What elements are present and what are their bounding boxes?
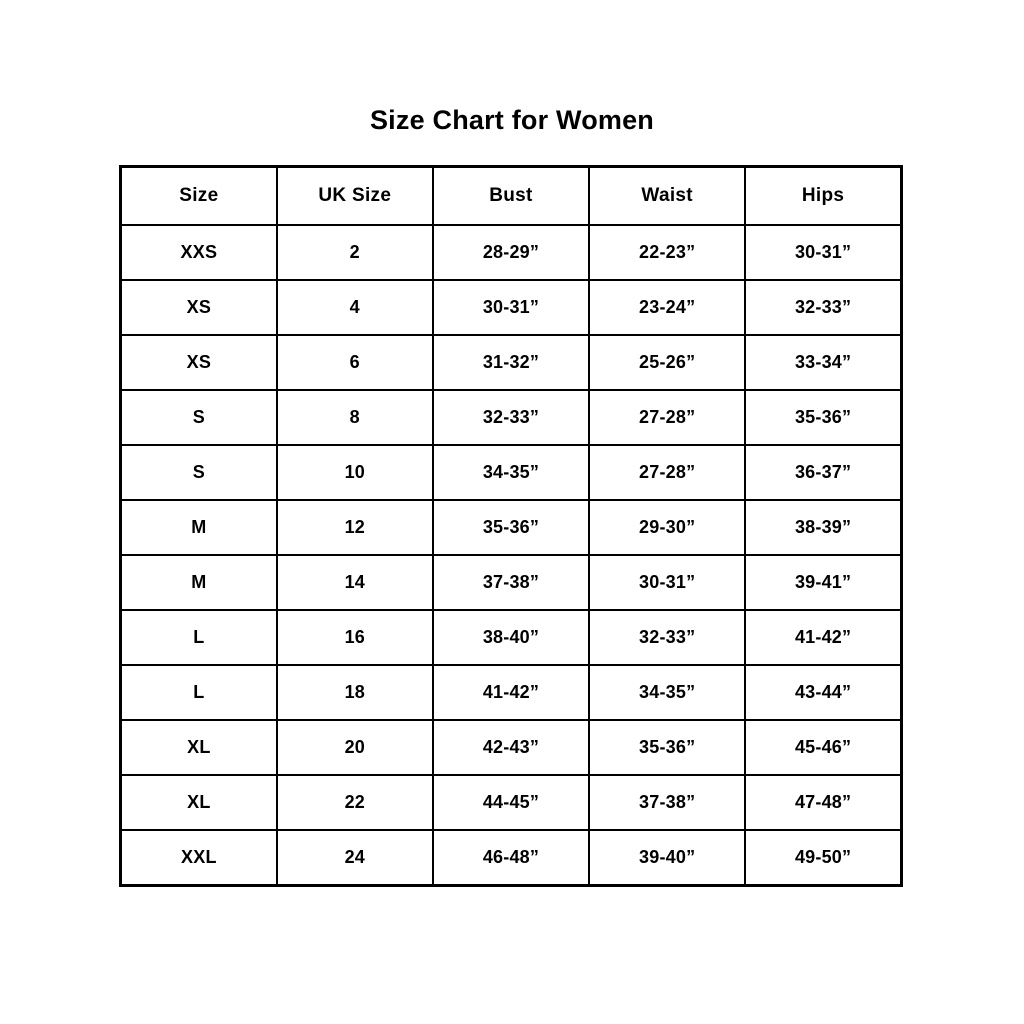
- cell-uk: 6: [275, 334, 434, 391]
- cell-size: M: [119, 554, 278, 611]
- cell-size: XS: [119, 334, 278, 391]
- table-row: XS 4 30-31” 23-24” 32-33”: [119, 279, 903, 336]
- size-chart-table: Size UK Size Bust Waist Hips XXS 2 28-29…: [119, 165, 903, 887]
- cell-size: XL: [119, 774, 278, 831]
- cell-bust: 28-29”: [431, 224, 591, 281]
- cell-hips: 45-46”: [744, 719, 903, 776]
- table-row: S 10 34-35” 27-28” 36-37”: [119, 444, 903, 501]
- column-header-uk-size: UK Size: [275, 165, 434, 226]
- column-header-waist: Waist: [588, 165, 747, 226]
- cell-size: M: [119, 499, 278, 556]
- cell-hips: 36-37”: [744, 444, 903, 501]
- table-row: M 12 35-36” 29-30” 38-39”: [119, 499, 903, 556]
- table-header: Size UK Size Bust Waist Hips: [119, 165, 903, 226]
- cell-waist: 29-30”: [588, 499, 747, 556]
- cell-size: XXS: [119, 224, 278, 281]
- cell-size: XXL: [119, 829, 278, 887]
- table-row: L 16 38-40” 32-33” 41-42”: [119, 609, 903, 666]
- table-row: XL 22 44-45” 37-38” 47-48”: [119, 774, 903, 831]
- cell-bust: 30-31”: [431, 279, 591, 336]
- table-row: S 8 32-33” 27-28” 35-36”: [119, 389, 903, 446]
- cell-uk: 2: [275, 224, 434, 281]
- cell-uk: 18: [275, 664, 434, 721]
- column-header-hips: Hips: [744, 165, 903, 226]
- table-header-row: Size UK Size Bust Waist Hips: [119, 165, 903, 226]
- size-chart-table-container: Size UK Size Bust Waist Hips XXS 2 28-29…: [119, 165, 903, 887]
- cell-hips: 49-50”: [744, 829, 903, 887]
- page-title: Size Chart for Women: [369, 105, 655, 135]
- cell-hips: 30-31”: [744, 224, 903, 281]
- cell-waist: 35-36”: [588, 719, 747, 776]
- cell-bust: 35-36”: [431, 499, 591, 556]
- cell-bust: 42-43”: [431, 719, 591, 776]
- cell-hips: 33-34”: [744, 334, 903, 391]
- cell-size: S: [119, 389, 278, 446]
- table-row: XXL 24 46-48” 39-40” 49-50”: [119, 829, 903, 887]
- cell-waist: 37-38”: [588, 774, 747, 831]
- cell-waist: 27-28”: [588, 389, 747, 446]
- cell-waist: 23-24”: [588, 279, 747, 336]
- cell-bust: 37-38”: [431, 554, 591, 611]
- cell-bust: 41-42”: [431, 664, 591, 721]
- column-header-size: Size: [119, 165, 278, 226]
- table-row: XL 20 42-43” 35-36” 45-46”: [119, 719, 903, 776]
- cell-bust: 31-32”: [431, 334, 591, 391]
- cell-bust: 38-40”: [431, 609, 591, 666]
- cell-size: S: [119, 444, 278, 501]
- cell-bust: 44-45”: [431, 774, 591, 831]
- cell-hips: 39-41”: [744, 554, 903, 611]
- table-row: M 14 37-38” 30-31” 39-41”: [119, 554, 903, 611]
- cell-waist: 32-33”: [588, 609, 747, 666]
- cell-bust: 46-48”: [431, 829, 591, 887]
- cell-size: XS: [119, 279, 278, 336]
- table-row: XXS 2 28-29” 22-23” 30-31”: [119, 224, 903, 281]
- cell-hips: 43-44”: [744, 664, 903, 721]
- cell-hips: 32-33”: [744, 279, 903, 336]
- cell-uk: 22: [275, 774, 434, 831]
- cell-size: L: [119, 609, 278, 666]
- table-row: XS 6 31-32” 25-26” 33-34”: [119, 334, 903, 391]
- table-row: L 18 41-42” 34-35” 43-44”: [119, 664, 903, 721]
- cell-bust: 32-33”: [431, 389, 591, 446]
- cell-bust: 34-35”: [431, 444, 591, 501]
- cell-uk: 14: [275, 554, 434, 611]
- cell-waist: 27-28”: [588, 444, 747, 501]
- cell-hips: 41-42”: [744, 609, 903, 666]
- cell-hips: 47-48”: [744, 774, 903, 831]
- cell-waist: 39-40”: [588, 829, 747, 887]
- cell-size: XL: [119, 719, 278, 776]
- cell-waist: 34-35”: [588, 664, 747, 721]
- cell-waist: 25-26”: [588, 334, 747, 391]
- cell-uk: 8: [275, 389, 434, 446]
- cell-waist: 22-23”: [588, 224, 747, 281]
- cell-uk: 4: [275, 279, 434, 336]
- cell-uk: 12: [275, 499, 434, 556]
- cell-uk: 24: [275, 829, 434, 887]
- cell-waist: 30-31”: [588, 554, 747, 611]
- cell-uk: 20: [275, 719, 434, 776]
- cell-uk: 10: [275, 444, 434, 501]
- cell-uk: 16: [275, 609, 434, 666]
- column-header-bust: Bust: [431, 165, 591, 226]
- cell-hips: 38-39”: [744, 499, 903, 556]
- cell-hips: 35-36”: [744, 389, 903, 446]
- cell-size: L: [119, 664, 278, 721]
- table-body: XXS 2 28-29” 22-23” 30-31” XS 4 30-31” 2…: [119, 224, 903, 887]
